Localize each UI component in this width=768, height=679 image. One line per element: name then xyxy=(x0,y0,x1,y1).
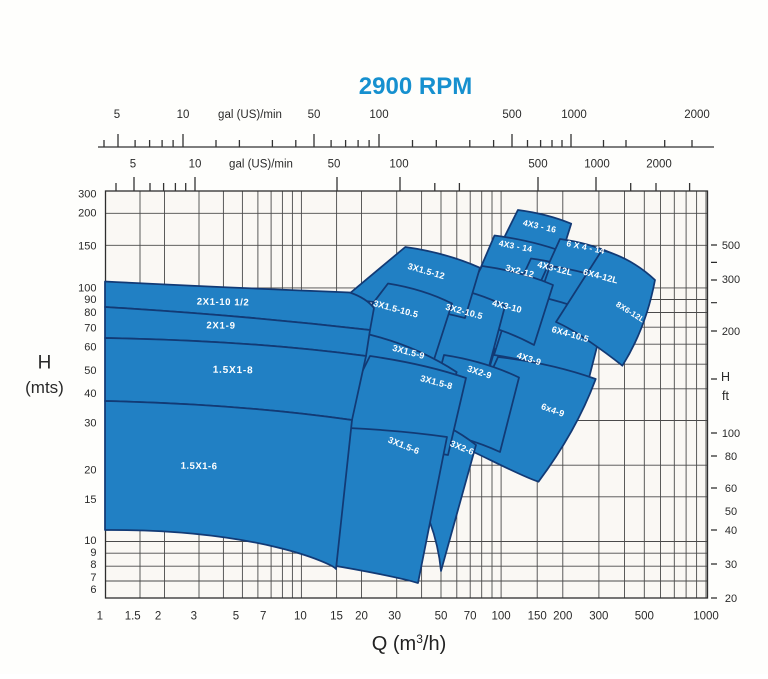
svg-text:100: 100 xyxy=(78,283,96,295)
svg-text:1.5X1-6: 1.5X1-6 xyxy=(181,461,218,473)
svg-text:1.5: 1.5 xyxy=(125,611,141,623)
svg-text:70: 70 xyxy=(84,323,96,335)
svg-text:500: 500 xyxy=(502,109,521,121)
svg-text:2X1-10 1/2: 2X1-10 1/2 xyxy=(197,297,250,309)
svg-text:10: 10 xyxy=(177,109,190,121)
svg-text:15: 15 xyxy=(84,494,96,506)
svg-text:7: 7 xyxy=(90,572,96,584)
svg-text:50: 50 xyxy=(308,109,321,121)
svg-text:500: 500 xyxy=(722,240,740,252)
svg-text:20: 20 xyxy=(84,464,96,476)
svg-text:2900 RPM: 2900 RPM xyxy=(359,73,472,100)
svg-text:20: 20 xyxy=(355,611,368,623)
svg-text:ft: ft xyxy=(722,389,729,403)
svg-text:10: 10 xyxy=(294,611,307,623)
svg-text:5: 5 xyxy=(130,159,136,171)
svg-text:2000: 2000 xyxy=(646,159,672,171)
svg-text:H: H xyxy=(721,370,730,384)
svg-text:7: 7 xyxy=(260,611,266,623)
svg-text:6: 6 xyxy=(90,584,96,596)
svg-text:300: 300 xyxy=(78,189,96,201)
svg-text:H: H xyxy=(38,353,52,374)
svg-text:50: 50 xyxy=(328,159,341,171)
svg-text:80: 80 xyxy=(725,451,737,463)
svg-text:1000: 1000 xyxy=(693,611,719,623)
svg-text:500: 500 xyxy=(528,159,547,171)
svg-text:(mts): (mts) xyxy=(25,378,64,397)
svg-text:500: 500 xyxy=(635,611,654,623)
svg-text:100: 100 xyxy=(369,109,388,121)
svg-text:200: 200 xyxy=(553,611,572,623)
svg-text:9: 9 xyxy=(90,547,96,559)
svg-text:70: 70 xyxy=(464,611,477,623)
svg-text:40: 40 xyxy=(725,525,737,537)
svg-text:200: 200 xyxy=(722,326,740,338)
svg-text:30: 30 xyxy=(84,417,96,429)
svg-text:8: 8 xyxy=(90,559,96,571)
svg-text:1.5X1-8: 1.5X1-8 xyxy=(213,365,254,377)
svg-text:50: 50 xyxy=(435,611,448,623)
svg-text:3: 3 xyxy=(191,611,197,623)
svg-text:gal (US)/min: gal (US)/min xyxy=(229,159,293,171)
svg-text:10: 10 xyxy=(189,159,202,171)
svg-text:Q (m3/h): Q (m3/h) xyxy=(372,632,446,655)
svg-text:20: 20 xyxy=(725,593,737,605)
svg-text:15: 15 xyxy=(330,611,343,623)
svg-text:100: 100 xyxy=(722,428,740,440)
svg-text:40: 40 xyxy=(84,388,96,400)
svg-text:1000: 1000 xyxy=(584,159,610,171)
svg-text:1: 1 xyxy=(97,611,103,623)
svg-text:30: 30 xyxy=(388,611,401,623)
svg-text:50: 50 xyxy=(725,506,737,518)
svg-text:5: 5 xyxy=(233,611,239,623)
svg-text:gal (US)/min: gal (US)/min xyxy=(218,109,282,121)
svg-text:30: 30 xyxy=(725,559,737,571)
svg-text:80: 80 xyxy=(84,307,96,319)
svg-text:2000: 2000 xyxy=(684,109,710,121)
svg-text:60: 60 xyxy=(84,341,96,353)
svg-text:2X1-9: 2X1-9 xyxy=(206,320,236,332)
svg-text:1000: 1000 xyxy=(561,109,587,121)
svg-text:200: 200 xyxy=(78,208,96,220)
svg-text:90: 90 xyxy=(84,294,96,306)
svg-text:5: 5 xyxy=(114,109,120,121)
svg-text:50: 50 xyxy=(84,365,96,377)
svg-text:10: 10 xyxy=(84,535,96,547)
svg-text:150: 150 xyxy=(528,611,547,623)
svg-text:100: 100 xyxy=(389,159,408,171)
svg-text:2: 2 xyxy=(155,611,161,623)
svg-text:60: 60 xyxy=(725,483,737,495)
svg-text:300: 300 xyxy=(722,274,740,286)
svg-text:100: 100 xyxy=(492,611,511,623)
svg-text:300: 300 xyxy=(589,611,608,623)
svg-text:150: 150 xyxy=(78,240,96,252)
